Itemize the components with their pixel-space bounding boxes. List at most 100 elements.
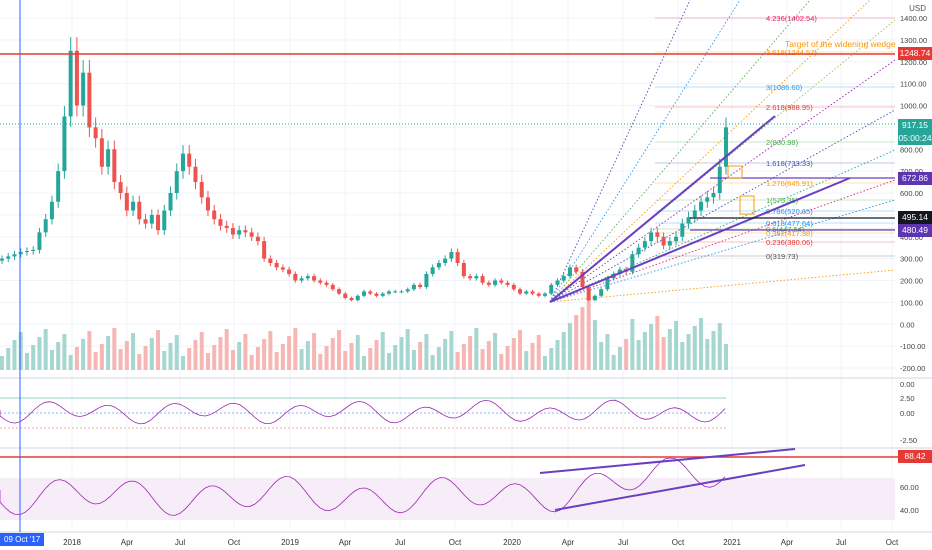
volume-bar bbox=[212, 345, 217, 370]
time-axis-label: Jul bbox=[836, 538, 846, 547]
volume-bar bbox=[230, 350, 235, 370]
volume-bar bbox=[112, 328, 117, 370]
volume-bar bbox=[717, 323, 722, 370]
volume-bar bbox=[249, 355, 254, 370]
candle-body bbox=[674, 236, 679, 242]
fib-level-label: 0(319.73) bbox=[766, 252, 799, 261]
volume-bar bbox=[599, 342, 604, 370]
target-box bbox=[727, 165, 743, 179]
trend-drawings bbox=[549, 115, 895, 303]
candle-body bbox=[6, 256, 11, 259]
candle-body bbox=[543, 293, 547, 296]
volume-bar bbox=[536, 335, 541, 370]
candle-body bbox=[24, 250, 29, 253]
candle-body bbox=[530, 291, 535, 294]
volume-bar bbox=[493, 333, 498, 370]
volume-bar bbox=[224, 329, 229, 370]
price-tag-resistance: 1248.74 bbox=[898, 47, 932, 60]
candle-body bbox=[393, 291, 398, 293]
volume-bar bbox=[255, 347, 260, 370]
candle-body bbox=[449, 252, 454, 259]
volume-bar bbox=[174, 335, 179, 370]
candle-body bbox=[343, 293, 348, 298]
candles bbox=[0, 37, 728, 302]
candle-body bbox=[106, 149, 111, 167]
volume-bar bbox=[330, 338, 335, 370]
fib-level-label: 1.618(733.33) bbox=[766, 159, 813, 168]
candle-body bbox=[287, 269, 292, 274]
candle-body bbox=[524, 291, 529, 294]
candle-body bbox=[424, 273, 429, 288]
volume-bar bbox=[686, 334, 691, 370]
volume-bar bbox=[549, 348, 554, 370]
volume-bar bbox=[699, 318, 704, 370]
candle-body bbox=[574, 267, 579, 272]
time-axis-label: 2021 bbox=[723, 538, 741, 547]
fib-level-label: 1(575.35) bbox=[766, 196, 799, 205]
price-axis-label: 300.00 bbox=[900, 255, 923, 264]
volume-bar bbox=[199, 332, 204, 370]
candle-body bbox=[649, 232, 654, 242]
candle-body bbox=[599, 289, 604, 296]
volume-bar bbox=[87, 331, 92, 370]
candle-body bbox=[474, 276, 479, 279]
volume-bar bbox=[511, 338, 516, 370]
candle-body bbox=[137, 201, 142, 220]
crosshair-date-tag: 09 Oct '17 bbox=[0, 533, 45, 546]
volume-bar bbox=[243, 334, 248, 370]
candle-body bbox=[405, 289, 410, 292]
grid-lines bbox=[0, 0, 895, 530]
volume-bar bbox=[567, 323, 572, 370]
volume-bar bbox=[137, 354, 142, 370]
candle-body bbox=[199, 182, 204, 198]
rsi-band bbox=[0, 478, 895, 520]
candle-body bbox=[349, 298, 354, 301]
volume-bar bbox=[705, 339, 710, 370]
volume-bar bbox=[168, 343, 173, 370]
candle-body bbox=[374, 293, 379, 296]
candle-body bbox=[299, 278, 304, 281]
volume-bar bbox=[617, 347, 622, 370]
volume-bar bbox=[642, 332, 647, 370]
volume-bar bbox=[74, 347, 79, 370]
time-axis-label: Oct bbox=[449, 538, 462, 547]
candle-body bbox=[368, 291, 373, 294]
candle-body bbox=[642, 241, 647, 248]
volume-bar bbox=[43, 329, 48, 370]
volume-bar bbox=[455, 352, 460, 370]
volume-bar bbox=[424, 334, 429, 370]
candle-body bbox=[243, 230, 248, 233]
volume-bar bbox=[293, 328, 298, 370]
candle-body bbox=[305, 276, 310, 279]
volume-bar bbox=[49, 350, 54, 370]
price-axis-label: 600.00 bbox=[900, 189, 923, 198]
candle-body bbox=[143, 219, 148, 224]
candle-body bbox=[174, 171, 179, 193]
volume-bar bbox=[162, 351, 167, 370]
time-axis-label: Apr bbox=[339, 538, 352, 547]
volume-bar bbox=[187, 348, 192, 370]
volume-bar bbox=[480, 349, 485, 370]
volume-bar bbox=[555, 340, 560, 370]
fib-level-label: 0.236(380.06) bbox=[766, 238, 813, 247]
time-axis-label: 2019 bbox=[281, 538, 299, 547]
candle-body bbox=[699, 201, 704, 211]
volume-bar bbox=[287, 336, 292, 370]
time-axis-label: Jul bbox=[175, 538, 185, 547]
volume-bar bbox=[374, 340, 379, 370]
fib-fan-line bbox=[549, 269, 896, 303]
volume-bar bbox=[324, 346, 329, 370]
candle-body bbox=[293, 273, 298, 281]
candle-body bbox=[661, 236, 666, 246]
volume-bar bbox=[299, 349, 304, 370]
volume-bar bbox=[711, 331, 716, 370]
wedge-upper-line bbox=[549, 115, 776, 303]
volume-bar bbox=[592, 320, 597, 370]
time-axis-label: Oct bbox=[672, 538, 685, 547]
volume-bar bbox=[649, 324, 654, 370]
rsi-upper-trend bbox=[539, 448, 796, 474]
volume-bar bbox=[337, 330, 342, 370]
volume-bar bbox=[355, 335, 360, 370]
price-axis-label: 100.00 bbox=[900, 298, 923, 307]
